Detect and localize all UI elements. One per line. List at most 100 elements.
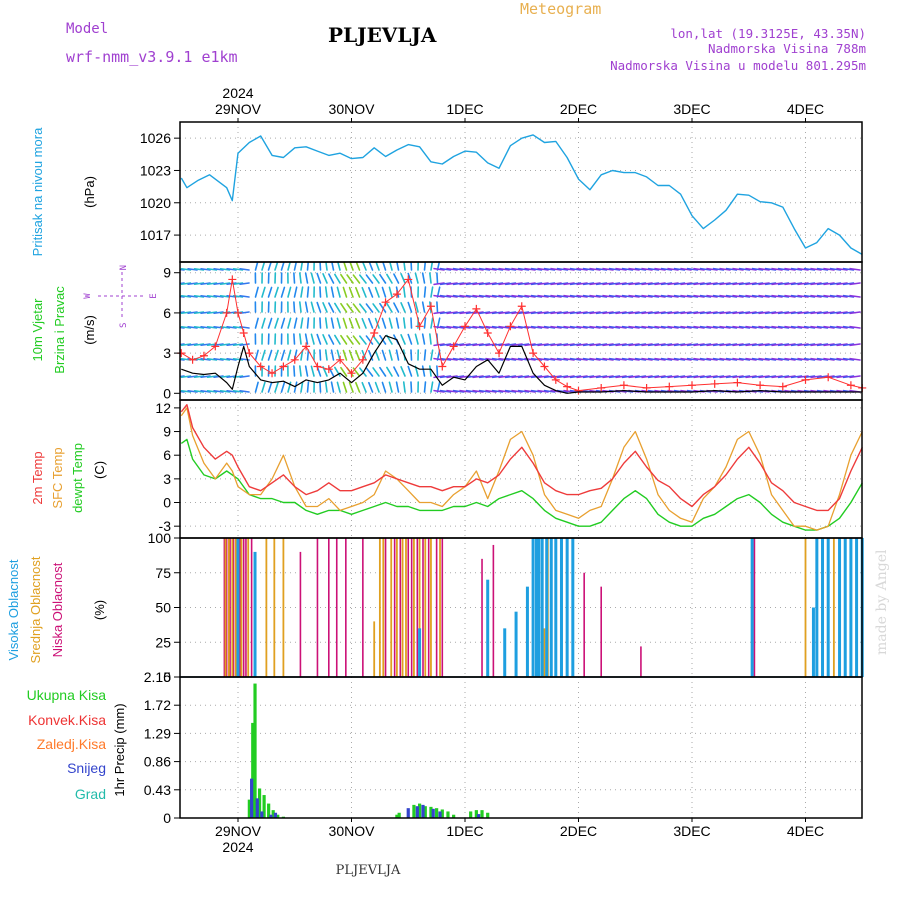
wind-vector: [849, 325, 861, 329]
wind-vector: [452, 343, 465, 347]
wind-vector: [615, 375, 627, 379]
wind-vector: [524, 343, 536, 347]
wind-vector: [200, 357, 211, 361]
wind-vector: [498, 343, 510, 347]
wind-vector: [680, 282, 692, 286]
wind-vector: [193, 325, 205, 329]
wind-vector: [699, 357, 712, 361]
wind-vector: [213, 294, 224, 298]
precip-bar: [412, 804, 416, 818]
wind-vector: [319, 381, 322, 393]
wind-gust-marker: [313, 362, 322, 371]
wind-vector: [660, 282, 673, 286]
wind-vector: [472, 294, 484, 298]
wind-vector: [784, 325, 796, 329]
wind-vector: [764, 343, 777, 347]
wind-gust-marker: [392, 290, 401, 299]
precip-bar: [255, 798, 259, 818]
cloud-bar: [525, 586, 529, 677]
wind-vector: [660, 375, 673, 379]
wind-vector: [304, 333, 309, 345]
wind-vector: [654, 282, 666, 286]
wind-speed-line: [181, 335, 863, 394]
wind-gust-marker: [256, 362, 265, 371]
wind-vector: [686, 343, 699, 347]
cloud-bar: [247, 538, 250, 677]
cloud-bar: [316, 538, 319, 677]
wind-vector: [543, 325, 556, 329]
wind-vector: [310, 301, 315, 313]
wind-vector: [267, 286, 273, 298]
precip-bar: [480, 810, 484, 818]
wind-vector: [355, 349, 361, 361]
wind-vector: [287, 286, 292, 298]
compass-s: S: [119, 323, 129, 328]
cloud-bar: [265, 538, 268, 677]
wind-vector: [738, 311, 751, 315]
wind-vector: [615, 357, 627, 361]
wind-vector: [379, 302, 387, 313]
wind-vector: [446, 325, 458, 329]
wind-vector: [790, 343, 803, 347]
compass-e: E: [149, 293, 159, 298]
wind-vector: [359, 274, 367, 284]
wind-vector: [829, 294, 842, 298]
wind-vector: [388, 286, 393, 298]
wind-vector: [287, 262, 291, 271]
wind-vector: [758, 375, 770, 379]
wind-vector: [478, 375, 491, 379]
wind-vector: [673, 357, 686, 361]
wind-vector: [267, 381, 273, 393]
wind-vector: [524, 294, 536, 298]
wind-vector: [386, 366, 393, 377]
wind-vector: [388, 317, 393, 329]
cloud-bar: [407, 538, 410, 677]
frames-layer: [174, 118, 863, 822]
precip-frame: [179, 676, 863, 819]
wind-vector: [465, 311, 478, 315]
wind-vector: [336, 286, 341, 298]
wind-vector: [491, 325, 504, 329]
wind-vector: [823, 343, 835, 347]
wind-vector: [784, 282, 796, 286]
wind-vector: [325, 262, 328, 271]
wind-vector: [193, 267, 205, 271]
wind-vector: [219, 389, 231, 393]
wind-vector: [771, 311, 783, 315]
wind-vector: [816, 343, 829, 347]
wind-vector: [393, 273, 400, 284]
wind-vector: [472, 267, 484, 271]
wind-vector: [459, 343, 471, 347]
clouds-ytick-label: 25: [155, 634, 171, 650]
precip-bar: [269, 814, 273, 818]
wind-vector: [511, 311, 523, 315]
wind-vector: [478, 389, 491, 393]
wind-vector: [660, 357, 673, 361]
wind-vector: [491, 357, 504, 361]
wind-vector: [615, 325, 627, 329]
cloud-bar: [430, 538, 432, 677]
wind-vector: [334, 302, 341, 313]
cloud-bar: [559, 538, 563, 677]
wind-vector: [180, 343, 192, 347]
wind-vector: [537, 375, 549, 379]
wind-vector: [368, 381, 374, 393]
cloud-side-label-2: Srednja Oblacnost: [28, 556, 43, 663]
wind-vector: [699, 325, 712, 329]
pressure-ytick-label: 1020: [140, 195, 171, 211]
wind-vector: [725, 267, 738, 271]
wind-vector: [771, 267, 783, 271]
axis-labels-layer: 10171020102310260369-3036912025507510000…: [140, 101, 824, 839]
cloud-bar: [234, 538, 237, 677]
wind-vector: [751, 375, 764, 379]
wind-vector: [393, 302, 400, 313]
wind-vector: [771, 294, 783, 298]
wind-vector: [537, 343, 549, 347]
wind-vector: [299, 301, 302, 313]
wind-vector: [355, 381, 361, 393]
wind-vector: [187, 282, 198, 286]
wind-vector: [621, 294, 634, 298]
wind-vector: [641, 267, 653, 271]
wind-vector: [654, 357, 666, 361]
